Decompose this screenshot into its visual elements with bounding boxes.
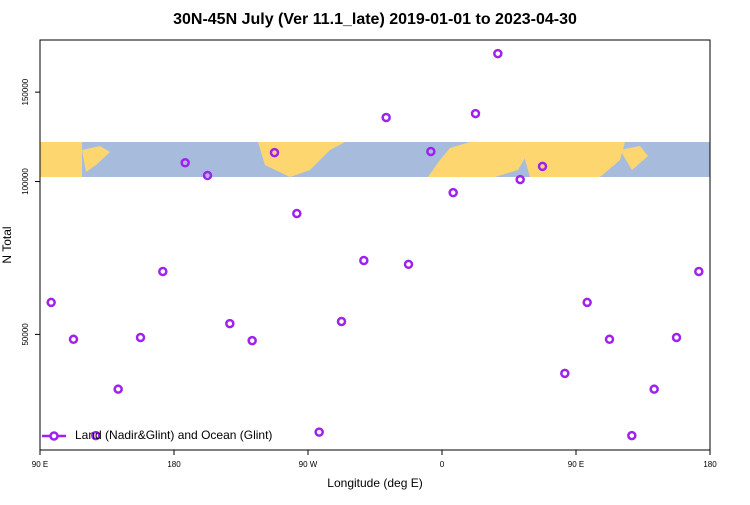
legend-marker [49,431,59,441]
x-tick-label: 90 E [32,460,48,469]
x-tick-label: 180 [703,460,717,469]
point [135,332,146,343]
point [493,48,503,59]
point [515,174,525,185]
point [202,170,213,181]
point [247,335,257,346]
point [604,334,615,345]
x-tick-label: 90 W [299,460,318,469]
point [292,208,302,219]
legend-label: Land (Nadir&Glint) and Ocean (Glint) [75,428,272,442]
point [448,187,458,198]
x-tick-label: 90 E [568,460,584,469]
point [113,384,123,394]
point [314,427,324,437]
x-tick-label: 180 [167,460,181,469]
point [91,430,101,441]
point [269,147,280,158]
plot-frame [39,39,711,451]
point [694,266,704,277]
point [582,297,592,308]
map-band [40,142,710,177]
x-tick-label: 0 [440,460,445,469]
point [336,316,347,327]
point [426,146,436,157]
point [671,332,682,343]
point [537,161,548,172]
y-axis-title: N Total [0,226,14,263]
y-tick-label: 50000 [21,323,30,346]
point [225,318,235,329]
point [158,266,168,277]
point [180,157,190,168]
x-axis-title: Longitude (deg E) [327,476,422,490]
point [46,297,56,308]
y-tick-label: 150000 [21,78,30,105]
point [560,368,570,379]
point [381,112,391,123]
point [403,259,414,270]
point [68,334,79,345]
point [649,384,659,394]
point [470,108,481,119]
y-tick-label: 100000 [21,168,30,195]
chart-title: 30N-45N July (Ver 11.1_late) 2019-01-01 … [173,11,577,28]
point [359,255,369,266]
point [627,430,637,441]
